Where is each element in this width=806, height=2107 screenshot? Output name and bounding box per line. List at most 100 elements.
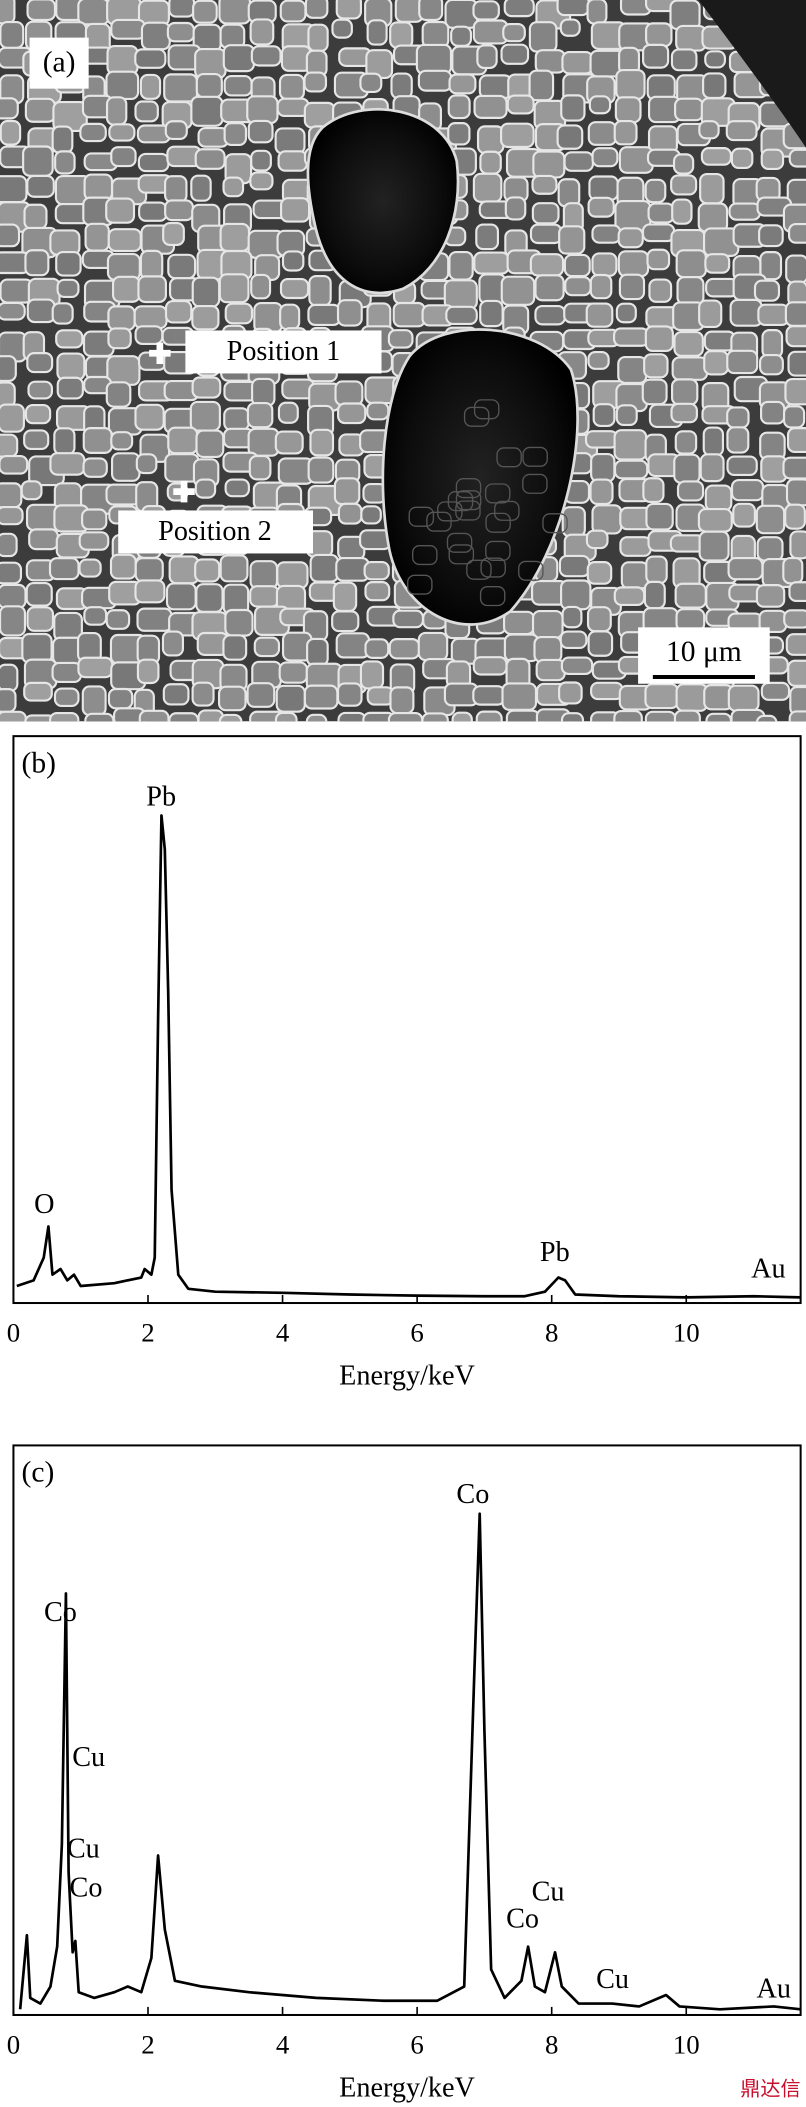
grain xyxy=(672,153,695,175)
grain xyxy=(0,175,28,204)
grain xyxy=(84,222,110,252)
grain xyxy=(670,378,699,406)
grain xyxy=(757,303,790,326)
grain xyxy=(278,73,305,101)
chart: 0 2 4 6 8 10 Energy/keV (b) Pb O Pb Au xyxy=(7,735,802,1392)
grain xyxy=(222,44,255,73)
grain xyxy=(278,661,308,684)
grain xyxy=(590,681,624,701)
peak-label: Cu xyxy=(67,1834,100,1865)
grain xyxy=(20,480,43,501)
grain xyxy=(81,685,107,717)
grain xyxy=(51,125,74,154)
grain xyxy=(26,174,55,198)
peak-label: Co xyxy=(456,1479,489,1510)
grain xyxy=(0,561,23,585)
peak-label: Au xyxy=(757,1973,791,2004)
pore-grain xyxy=(437,501,463,522)
grain xyxy=(755,584,786,608)
grain xyxy=(753,279,781,302)
grain xyxy=(674,430,698,455)
grain xyxy=(784,377,806,406)
grain xyxy=(164,175,188,204)
grain xyxy=(247,427,280,457)
grain xyxy=(281,250,305,272)
grain xyxy=(166,21,195,43)
grain xyxy=(247,119,274,144)
grain xyxy=(673,709,701,722)
x-tick-label: 0 xyxy=(7,2029,20,2059)
grain xyxy=(28,528,59,551)
grain xyxy=(759,251,783,281)
grain xyxy=(138,201,168,222)
grain xyxy=(49,452,86,476)
grain xyxy=(756,536,784,562)
pore-grain xyxy=(466,559,492,580)
grain xyxy=(250,149,272,172)
position-label: Position 1 xyxy=(227,336,341,367)
grain xyxy=(585,302,614,328)
grain xyxy=(139,73,162,100)
grain xyxy=(502,22,526,43)
grain xyxy=(415,43,453,75)
grain xyxy=(55,329,84,349)
grain xyxy=(334,380,364,407)
grain xyxy=(53,687,80,708)
grain xyxy=(447,94,471,120)
grain xyxy=(670,48,698,72)
grain xyxy=(162,221,185,246)
peak-label: Pb xyxy=(540,1237,570,1268)
grain xyxy=(479,299,504,328)
grain xyxy=(613,429,648,461)
pore-grain xyxy=(446,532,473,553)
grain xyxy=(503,0,535,18)
grain xyxy=(758,224,784,248)
grain xyxy=(306,637,329,667)
grain xyxy=(785,325,806,348)
grain xyxy=(56,352,86,381)
peak-label: Cu xyxy=(596,1964,629,1995)
grain xyxy=(107,327,132,350)
grain xyxy=(472,0,500,21)
grain xyxy=(253,636,281,658)
grain xyxy=(81,508,108,531)
panel-label: (c) xyxy=(21,1457,54,1489)
grain xyxy=(587,121,617,146)
grain xyxy=(444,0,479,29)
grain xyxy=(274,430,304,455)
grain xyxy=(500,43,530,65)
grain xyxy=(506,94,535,115)
grain xyxy=(783,609,806,629)
grain xyxy=(759,354,784,376)
grain xyxy=(363,560,390,581)
grain xyxy=(760,400,786,425)
grain xyxy=(697,508,733,533)
dark-corner xyxy=(698,0,806,148)
peak-label: Co xyxy=(70,1873,103,1904)
grain xyxy=(106,355,141,386)
grain xyxy=(558,681,583,705)
grain xyxy=(105,70,140,101)
grain xyxy=(531,202,560,225)
grain xyxy=(417,631,449,662)
grain xyxy=(784,503,806,530)
grain xyxy=(364,581,391,602)
position-marker xyxy=(149,342,171,365)
grain xyxy=(676,276,705,306)
grain xyxy=(586,0,608,25)
grain xyxy=(136,607,173,632)
grain xyxy=(615,69,646,101)
grain xyxy=(366,686,395,706)
grain xyxy=(23,681,53,702)
grain xyxy=(592,403,616,427)
grain xyxy=(729,298,763,327)
grain xyxy=(500,122,535,149)
grain xyxy=(389,21,414,49)
grain xyxy=(705,712,733,722)
grain xyxy=(647,202,675,224)
grain xyxy=(702,72,727,100)
grain xyxy=(366,401,390,421)
position-label-box xyxy=(118,510,313,554)
grain xyxy=(561,605,583,629)
